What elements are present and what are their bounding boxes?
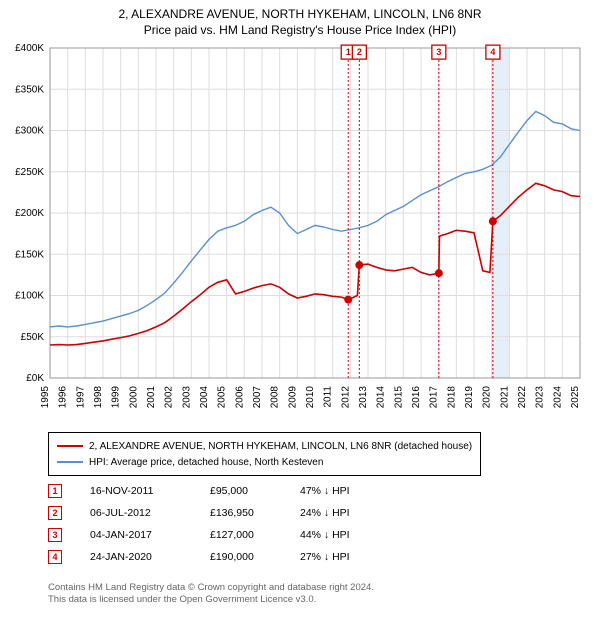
transaction-price: £190,000 xyxy=(210,551,300,563)
xtick-label: 2017 xyxy=(429,386,440,409)
sale-marker-num: 1 xyxy=(346,47,351,57)
sale-point-dot xyxy=(435,269,443,277)
legend-row: 2, ALEXANDRE AVENUE, NORTH HYKEHAM, LINC… xyxy=(57,438,472,454)
transaction-row: 3 04-JAN-2017£127,00044% ↓ HPI xyxy=(48,524,380,546)
legend-label: 2, ALEXANDRE AVENUE, NORTH HYKEHAM, LINC… xyxy=(89,441,472,452)
xtick-label: 2007 xyxy=(252,386,263,409)
sale-marker-num: 2 xyxy=(357,47,362,57)
xtick-label: 2010 xyxy=(305,386,316,409)
xtick-label: 2022 xyxy=(517,386,528,409)
xtick-label: 2008 xyxy=(270,386,281,409)
xtick-label: 1995 xyxy=(40,386,51,409)
transaction-delta: 27% ↓ HPI xyxy=(300,551,380,563)
sale-point-dot xyxy=(355,261,363,269)
transaction-row: 2 06-JUL-2012£136,95024% ↓ HPI xyxy=(48,502,380,524)
transaction-price: £127,000 xyxy=(210,529,300,541)
xtick-label: 2012 xyxy=(340,386,351,409)
xtick-label: 2018 xyxy=(446,386,457,409)
xtick-label: 2016 xyxy=(411,386,422,409)
xtick-label: 2006 xyxy=(234,386,245,409)
legend-label: HPI: Average price, detached house, Nort… xyxy=(89,457,323,468)
legend-swatch xyxy=(57,445,83,447)
ytick-label: £250K xyxy=(15,167,44,178)
xtick-label: 2005 xyxy=(217,386,228,409)
sale-marker-num: 4 xyxy=(490,47,495,57)
transaction-price: £136,950 xyxy=(210,507,300,519)
xtick-label: 2011 xyxy=(323,386,334,408)
xtick-label: 2002 xyxy=(164,386,175,409)
transaction-marker: 1 xyxy=(48,484,62,498)
ytick-label: £300K xyxy=(15,126,44,137)
xtick-label: 2009 xyxy=(287,386,298,409)
transaction-marker: 4 xyxy=(48,550,62,564)
ytick-label: £50K xyxy=(21,332,45,343)
transaction-marker: 3 xyxy=(48,528,62,542)
transaction-row: 1 16-NOV-2011£95,00047% ↓ HPI xyxy=(48,480,380,502)
xtick-label: 2019 xyxy=(464,386,475,409)
transaction-price: £95,000 xyxy=(210,485,300,497)
sale-point-dot xyxy=(344,296,352,304)
sale-marker-num: 3 xyxy=(436,47,441,57)
ytick-label: £0K xyxy=(26,373,44,384)
xtick-label: 2021 xyxy=(499,386,510,409)
xtick-label: 2020 xyxy=(482,386,493,409)
xtick-label: 2015 xyxy=(393,386,404,409)
transaction-marker: 2 xyxy=(48,506,62,520)
xtick-label: 2014 xyxy=(376,386,387,409)
transaction-date: 16-NOV-2011 xyxy=(90,485,210,497)
chart-area: £0K £50K £100K £150K £200K £250K £300K £350K £40… xyxy=(0,0,600,428)
xtick-label: 1999 xyxy=(111,386,122,409)
xtick-label: 2000 xyxy=(128,386,139,409)
xtick-label: 2025 xyxy=(570,386,581,409)
xtick-label: 2023 xyxy=(535,386,546,409)
xtick-label: 1998 xyxy=(93,386,104,409)
transaction-delta: 44% ↓ HPI xyxy=(300,529,380,541)
xtick-label: 1996 xyxy=(58,386,69,409)
xtick-label: 2004 xyxy=(199,386,210,409)
legend-swatch xyxy=(57,461,83,463)
xtick-label: 2003 xyxy=(181,386,192,409)
transaction-delta: 24% ↓ HPI xyxy=(300,507,380,519)
chart-svg: £0K £50K £100K £150K £200K £250K £300K £350K £40… xyxy=(0,0,600,428)
xtick-label: 2013 xyxy=(358,386,369,409)
transactions-table: 1 16-NOV-2011£95,00047% ↓ HPI 2 06-JUL-2012… xyxy=(48,480,380,568)
ytick-label: £400K xyxy=(15,43,44,54)
transaction-row: 4 24-JAN-2020£190,00027% ↓ HPI xyxy=(48,546,380,568)
footer-attribution: Contains HM Land Registry data © Crown c… xyxy=(48,582,374,607)
xtick-label: 1997 xyxy=(75,386,86,409)
sale-point-dot xyxy=(489,217,497,225)
transaction-date: 06-JUL-2012 xyxy=(90,507,210,519)
ytick-label: £350K xyxy=(15,84,44,95)
xtick-label: 2001 xyxy=(146,386,157,409)
ytick-label: £200K xyxy=(15,208,44,219)
legend-row: HPI: Average price, detached house, Nort… xyxy=(57,454,472,470)
legend: 2, ALEXANDRE AVENUE, NORTH HYKEHAM, LINC… xyxy=(48,432,481,476)
transaction-delta: 47% ↓ HPI xyxy=(300,485,380,497)
xtick-label: 2024 xyxy=(552,386,563,409)
footer-line-2: This data is licensed under the Open Gov… xyxy=(48,594,374,606)
transaction-date: 24-JAN-2020 xyxy=(90,551,210,563)
transaction-date: 04-JAN-2017 xyxy=(90,529,210,541)
footer-line-1: Contains HM Land Registry data © Crown c… xyxy=(48,582,374,594)
ytick-label: £100K xyxy=(15,291,44,302)
ytick-label: £150K xyxy=(15,249,44,260)
